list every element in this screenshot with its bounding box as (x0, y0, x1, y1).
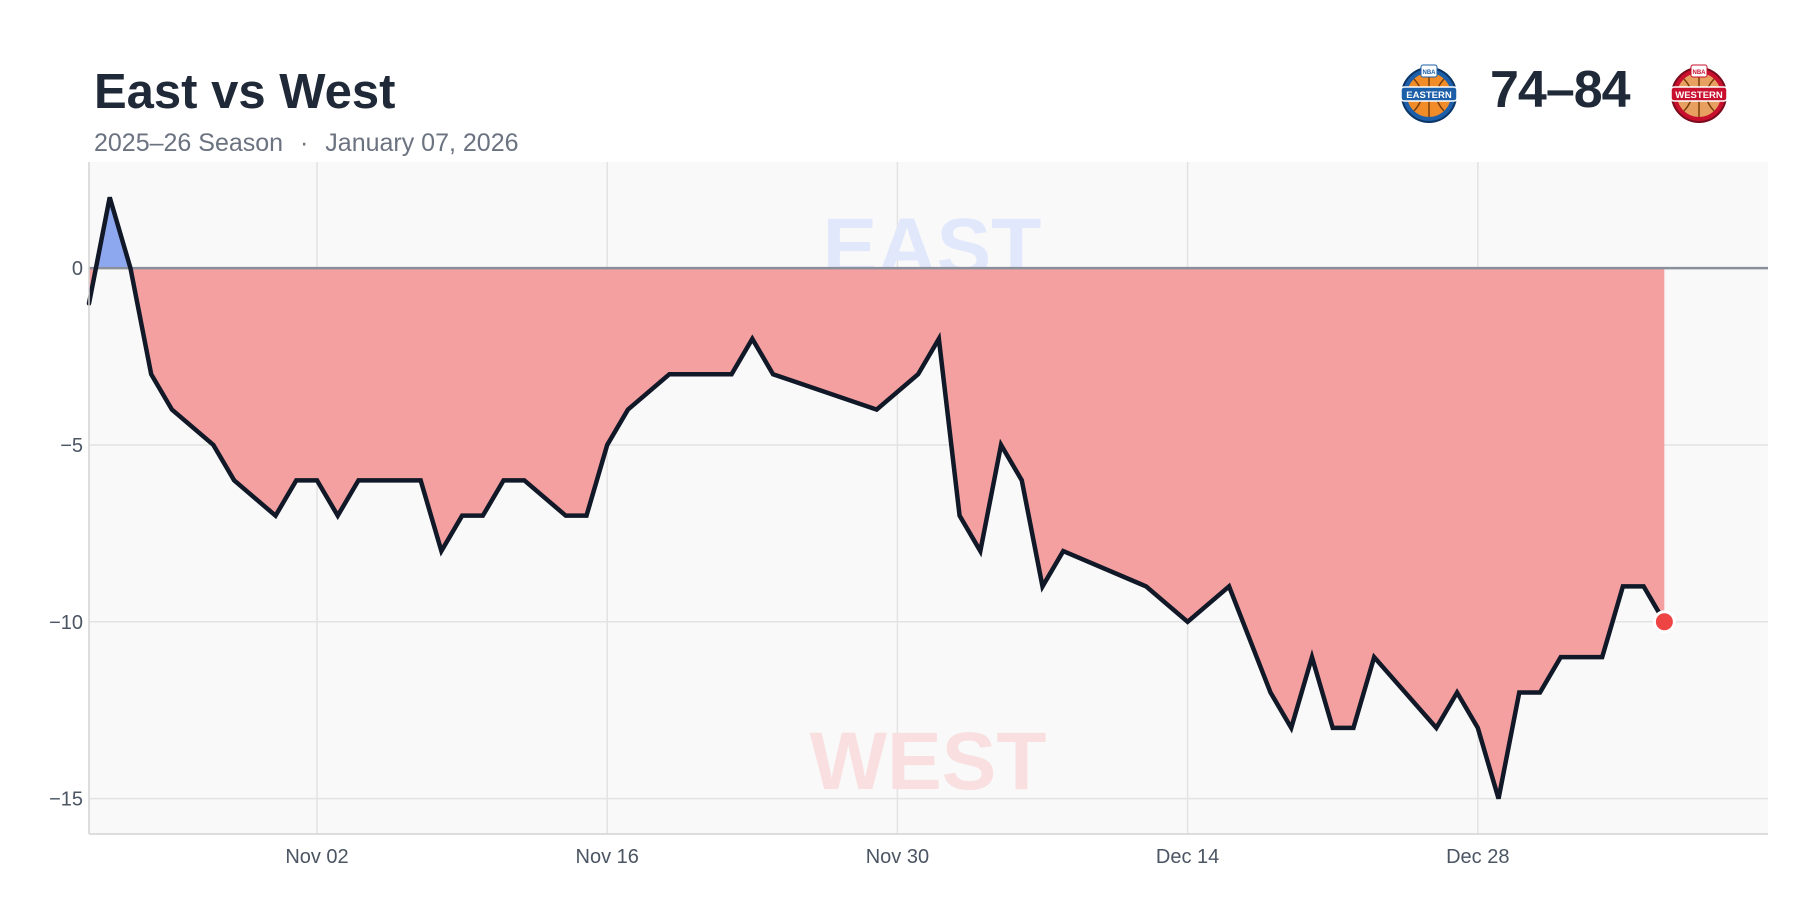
axes: Nov 02 Nov 16 Nov 30 Dec 14 Dec 28 0 −5 −10 −15 (49, 162, 1768, 868)
season-label: 2025–26 Season (94, 129, 284, 157)
west-lead-area (89, 268, 1665, 799)
area-fills (89, 197, 1665, 799)
western-conference-logo: WESTERN NBA (1670, 64, 1728, 123)
y-tick-label: −10 (49, 612, 83, 634)
eastern-logo-text: EASTERN (1406, 90, 1452, 101)
y-tick-label: −15 (49, 789, 83, 811)
eastern-logo-badge: NBA (1423, 70, 1437, 76)
latest-point-marker (1652, 610, 1676, 634)
y-tick-label: −5 (60, 435, 83, 457)
subtitle-separator: · (300, 129, 309, 157)
x-tick-label: Nov 02 (285, 846, 348, 868)
series-score: 74–84 (1490, 61, 1631, 119)
west-watermark: WEST (810, 716, 1047, 807)
x-tick-label: Nov 16 (576, 846, 639, 868)
x-tick-label: Dec 14 (1156, 846, 1219, 868)
y-tick-label: 0 (72, 258, 83, 280)
western-logo-badge: NBA (1693, 70, 1707, 76)
western-logo-text: WESTERN (1675, 90, 1723, 101)
page-title: East vs West (94, 65, 396, 119)
differential-line (86, 196, 1667, 800)
x-tick-label: Nov 30 (866, 846, 929, 868)
date-label: January 07, 2026 (325, 129, 519, 157)
x-tick-label: Dec 28 (1446, 846, 1509, 868)
subtitle: 2025–26 Season · January 07, 2026 (94, 131, 519, 156)
eastern-conference-logo: EASTERN NBA (1400, 64, 1458, 123)
